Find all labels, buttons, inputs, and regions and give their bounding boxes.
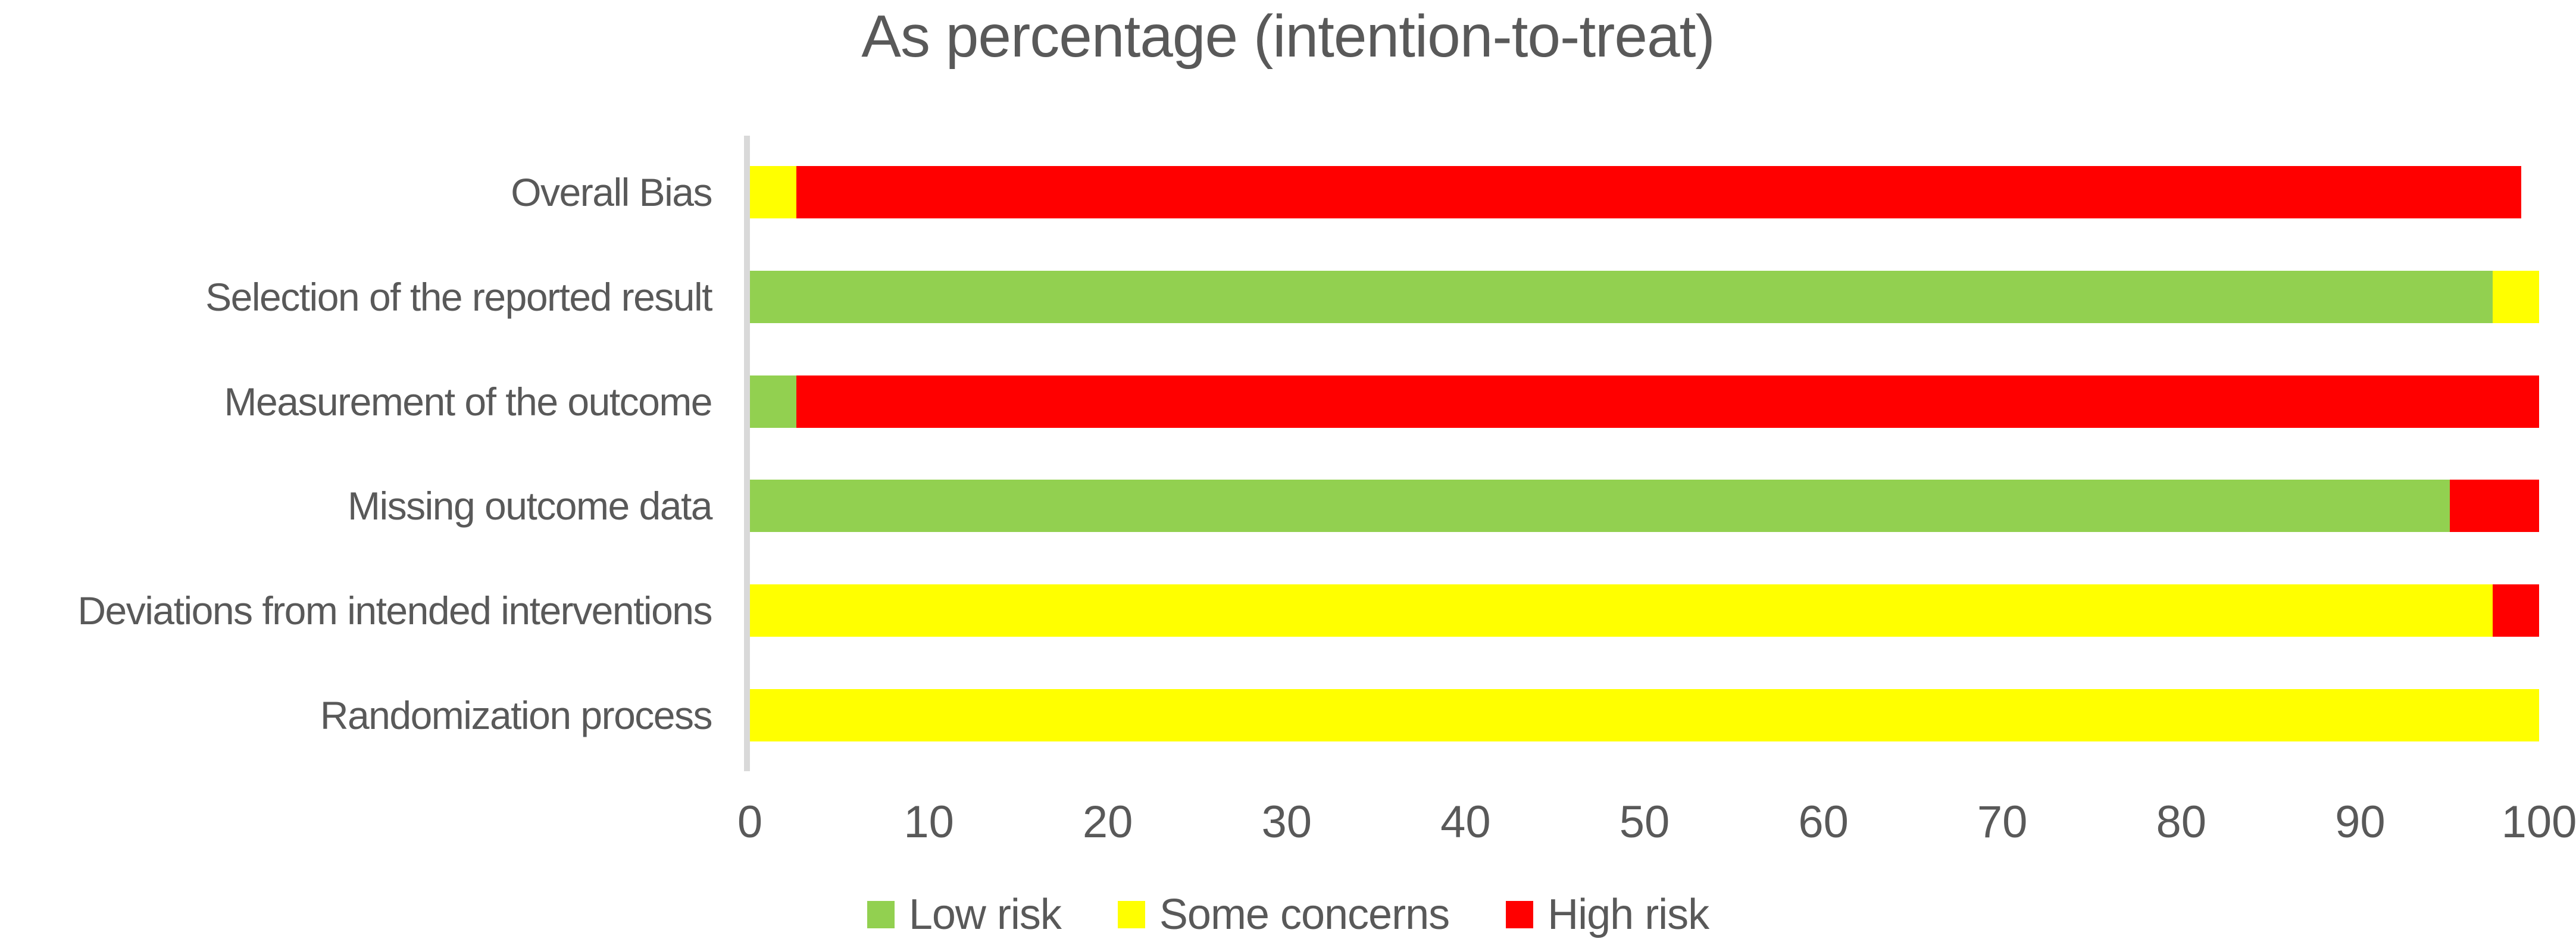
category-label: Randomization process: [320, 693, 713, 738]
legend-label: Some concerns: [1159, 891, 1450, 938]
category-axis: Overall Bias Selection of the reported re…: [0, 140, 712, 768]
legend-item: Low risk: [867, 890, 1062, 939]
legend-item: Some concerns: [1117, 890, 1450, 939]
bar-row: [750, 375, 2539, 428]
bar-segment-high-risk: [2492, 584, 2539, 637]
legend-item: High risk: [1506, 890, 1709, 939]
x-tick-label: 40: [1440, 797, 1491, 847]
bar-segment-low-risk: [750, 270, 2493, 323]
bar-segment-some-concerns: [750, 165, 797, 218]
category-label: Overall Bias: [511, 170, 712, 214]
bar-segment-low-risk: [750, 375, 797, 428]
x-tick-label: 50: [1619, 797, 1670, 847]
legend-label: Low risk: [908, 891, 1062, 938]
x-tick-label: 30: [1261, 797, 1312, 847]
bar-segment-high-risk: [796, 375, 2539, 428]
legend: Low risk Some concerns High risk: [0, 890, 2576, 939]
legend-swatch-icon: [867, 901, 895, 928]
bar-row: [750, 689, 2539, 742]
x-tick-label: 0: [737, 797, 763, 847]
legend-swatch-icon: [1506, 901, 1534, 928]
bar-row: [750, 480, 2539, 533]
legend-swatch-icon: [1117, 901, 1145, 928]
bar-segment-some-concerns: [2492, 270, 2539, 323]
value-axis-line: [744, 136, 750, 771]
bar-segment-high-risk: [796, 165, 2521, 218]
x-tick-label: 90: [2335, 797, 2386, 847]
chart-title: As percentage (intention-to-treat): [861, 3, 1715, 70]
plot-area: [750, 140, 2539, 768]
category-label: Missing outcome data: [348, 484, 713, 528]
bar-segment-some-concerns: [750, 689, 2539, 742]
bar-row: [750, 270, 2539, 323]
x-tick-label: 60: [1798, 797, 1849, 847]
x-axis-tick-labels: 0 10 20 30 40 50 60 70 80 90 100: [737, 796, 2576, 853]
bar-segment-some-concerns: [750, 584, 2493, 637]
bar-segment-low-risk: [750, 480, 2450, 533]
category-label: Measurement of the outcome: [224, 379, 713, 424]
category-label: Deviations from intended interventions: [77, 589, 712, 633]
x-tick-label: 10: [904, 797, 954, 847]
x-tick-label: 80: [2156, 797, 2207, 847]
x-tick-label: 20: [1082, 797, 1133, 847]
bar-segment-high-risk: [2449, 480, 2539, 533]
bar-row: [750, 584, 2539, 637]
x-tick-label: 70: [1977, 797, 2028, 847]
bar-row: [750, 165, 2539, 218]
legend-label: High risk: [1548, 891, 1709, 938]
x-tick-label: 100: [2501, 797, 2576, 847]
category-label: Selection of the reported result: [205, 274, 712, 319]
